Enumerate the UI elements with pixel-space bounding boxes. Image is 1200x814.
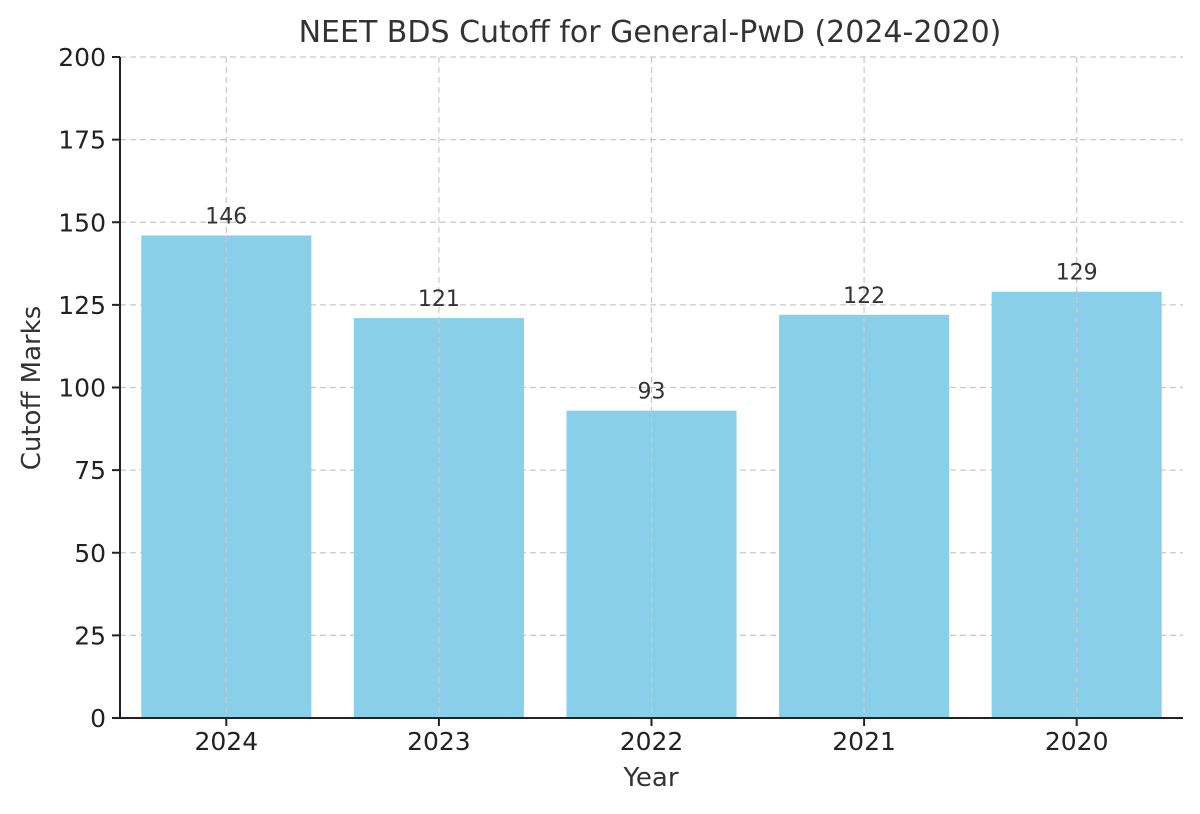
data-label: 121	[418, 287, 460, 312]
x-tick-label: 2024	[194, 727, 258, 756]
data-label: 93	[638, 380, 666, 405]
y-tick-label: 50	[74, 539, 106, 568]
y-tick-label: 25	[74, 621, 106, 650]
x-tick-label: 2020	[1045, 727, 1109, 756]
data-label: 122	[843, 284, 885, 309]
axes: 0 25 50 75 100 125 150 175 200 2024 2023 2022 2021 20…	[58, 43, 1183, 756]
y-axis-label: Cutoff Marks	[17, 306, 47, 471]
data-label: 129	[1056, 261, 1098, 286]
x-tick-label: 2021	[832, 727, 896, 756]
x-tick-label: 2022	[620, 727, 684, 756]
x-tick-label: 2023	[407, 727, 471, 756]
data-label: 146	[205, 204, 247, 229]
y-tick-label: 75	[74, 456, 106, 485]
y-tick-label: 175	[58, 126, 106, 155]
data-labels: 146 121 93 122 129	[205, 204, 1097, 404]
y-tick-label: 100	[58, 374, 106, 403]
chart-title: NEET BDS Cutoff for General-PwD (2024-20…	[299, 15, 1002, 50]
bar-2020	[991, 291, 1162, 718]
y-tick-label: 200	[58, 43, 106, 72]
y-tick-label: 150	[58, 208, 106, 237]
y-tick-label: 0	[90, 704, 106, 733]
x-axis-label: Year	[622, 763, 678, 793]
y-tick-label: 125	[58, 291, 106, 320]
